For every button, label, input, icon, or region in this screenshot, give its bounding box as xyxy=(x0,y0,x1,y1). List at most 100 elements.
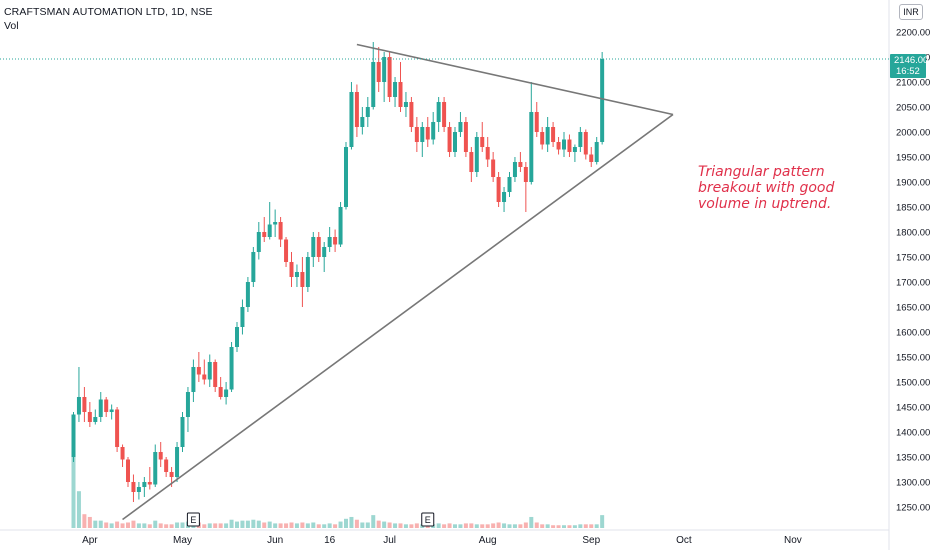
candle[interactable] xyxy=(207,354,212,388)
candle[interactable] xyxy=(409,97,414,132)
candle[interactable] xyxy=(425,117,430,147)
candle[interactable] xyxy=(202,359,207,385)
lower-trendline[interactable] xyxy=(122,113,674,521)
candle[interactable] xyxy=(311,232,316,267)
candle[interactable] xyxy=(300,257,305,307)
candle[interactable] xyxy=(71,412,76,462)
candle[interactable] xyxy=(540,127,545,150)
candle[interactable] xyxy=(469,147,474,182)
candle[interactable] xyxy=(213,359,218,393)
candle[interactable] xyxy=(224,382,229,405)
candle[interactable] xyxy=(589,147,594,167)
candle[interactable] xyxy=(534,102,539,137)
candle[interactable] xyxy=(87,402,92,427)
candle[interactable] xyxy=(382,52,387,102)
candle[interactable] xyxy=(191,359,196,403)
candle[interactable] xyxy=(512,157,517,182)
trendlines[interactable] xyxy=(122,43,674,521)
candle[interactable] xyxy=(420,122,425,157)
candle[interactable] xyxy=(442,97,447,132)
time-axis[interactable]: Apr May Jun 16 Jul Aug Sep Oct Nov xyxy=(0,529,889,546)
candle[interactable] xyxy=(556,137,561,155)
candle[interactable] xyxy=(147,467,152,490)
candle[interactable] xyxy=(175,442,180,482)
candle[interactable] xyxy=(284,237,289,267)
candle[interactable] xyxy=(551,122,556,147)
candle[interactable] xyxy=(447,122,452,157)
candle[interactable] xyxy=(245,277,250,312)
candle[interactable] xyxy=(180,412,185,452)
candle[interactable] xyxy=(333,229,338,253)
candle[interactable] xyxy=(142,477,147,497)
candle[interactable] xyxy=(474,132,479,177)
candles[interactable] xyxy=(71,42,605,503)
candle[interactable] xyxy=(523,162,528,212)
candle[interactable] xyxy=(463,117,468,157)
candle[interactable] xyxy=(403,92,408,117)
volume-indicator-label[interactable]: Vol xyxy=(4,20,19,32)
candle[interactable] xyxy=(562,132,566,157)
candle[interactable] xyxy=(126,457,130,487)
candle[interactable] xyxy=(76,367,81,422)
candle[interactable] xyxy=(235,322,239,352)
symbol-title[interactable]: CRAFTSMAN AUTOMATION LTD, 1D, NSE xyxy=(4,6,213,18)
candle[interactable] xyxy=(436,97,441,132)
candle[interactable] xyxy=(398,62,403,112)
candle[interactable] xyxy=(93,409,98,425)
candle[interactable] xyxy=(294,264,299,288)
candle[interactable] xyxy=(136,482,141,500)
annotation-text[interactable]: Triangular pattern breakout with good vo… xyxy=(698,164,835,212)
candle[interactable] xyxy=(104,397,109,417)
candle[interactable] xyxy=(376,47,381,92)
candle[interactable] xyxy=(218,377,223,400)
candle[interactable] xyxy=(327,227,332,252)
currency-badge[interactable]: INR xyxy=(899,4,923,20)
candle[interactable] xyxy=(115,407,120,452)
candle[interactable] xyxy=(507,172,512,197)
candle[interactable] xyxy=(240,299,245,335)
candle[interactable] xyxy=(529,82,534,185)
candle[interactable] xyxy=(322,242,327,272)
candle[interactable] xyxy=(251,247,256,287)
candle[interactable] xyxy=(387,52,392,102)
candle[interactable] xyxy=(153,444,158,488)
candle[interactable] xyxy=(458,112,463,137)
candle[interactable] xyxy=(82,387,87,422)
candle[interactable] xyxy=(305,252,310,292)
upper-trendline[interactable] xyxy=(356,43,674,116)
candle[interactable] xyxy=(578,127,583,152)
candle[interactable] xyxy=(354,84,359,138)
candle[interactable] xyxy=(344,142,348,210)
candle[interactable] xyxy=(583,129,588,160)
candle[interactable] xyxy=(365,97,370,127)
candle[interactable] xyxy=(158,442,163,467)
candle[interactable] xyxy=(518,152,523,172)
candle[interactable] xyxy=(256,222,261,260)
candle[interactable] xyxy=(289,252,294,287)
candle[interactable] xyxy=(273,209,278,238)
candle[interactable] xyxy=(98,392,103,422)
candle[interactable] xyxy=(338,202,343,247)
candle[interactable] xyxy=(491,152,496,182)
candle[interactable] xyxy=(349,82,354,150)
candle[interactable] xyxy=(414,117,419,152)
candle[interactable] xyxy=(164,457,169,477)
candle[interactable] xyxy=(371,42,376,110)
candle[interactable] xyxy=(278,217,283,247)
earnings-marker[interactable]: E xyxy=(186,512,200,527)
candle[interactable] xyxy=(316,232,321,262)
earnings-marker[interactable]: E xyxy=(421,512,435,527)
candle[interactable] xyxy=(131,474,136,503)
candle[interactable] xyxy=(393,77,398,107)
candle[interactable] xyxy=(109,404,114,420)
candle[interactable] xyxy=(480,122,485,152)
price-axis[interactable]: 1250.00 1300.00 1350.00 1400.00 1450.00 1500.… xyxy=(888,0,930,550)
candle[interactable] xyxy=(185,387,190,432)
candle[interactable] xyxy=(453,127,457,157)
candle[interactable] xyxy=(545,117,550,152)
candle[interactable] xyxy=(120,444,125,468)
candle[interactable] xyxy=(594,137,599,165)
candle[interactable] xyxy=(572,144,577,163)
